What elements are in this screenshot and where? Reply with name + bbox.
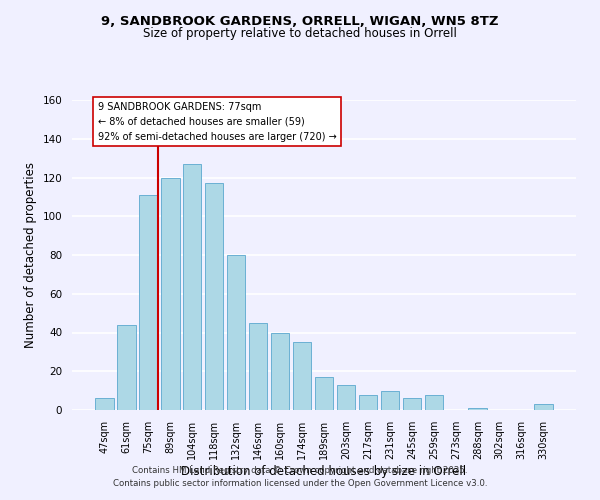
Bar xyxy=(95,398,113,410)
Bar xyxy=(161,178,179,410)
Bar xyxy=(249,323,268,410)
Bar xyxy=(535,404,553,410)
Text: Contains HM Land Registry data © Crown copyright and database right 2025.: Contains HM Land Registry data © Crown c… xyxy=(132,466,468,475)
Bar xyxy=(425,394,443,410)
Bar xyxy=(314,377,334,410)
Text: 9, SANDBROOK GARDENS, ORRELL, WIGAN, WN5 8TZ: 9, SANDBROOK GARDENS, ORRELL, WIGAN, WN5… xyxy=(101,15,499,28)
Bar xyxy=(205,184,223,410)
Y-axis label: Number of detached properties: Number of detached properties xyxy=(24,162,37,348)
Bar xyxy=(469,408,487,410)
Bar xyxy=(380,390,399,410)
Text: Contains public sector information licensed under the Open Government Licence v3: Contains public sector information licen… xyxy=(113,478,487,488)
Bar xyxy=(117,325,136,410)
Bar xyxy=(271,332,289,410)
Text: 9 SANDBROOK GARDENS: 77sqm
← 8% of detached houses are smaller (59)
92% of semi-: 9 SANDBROOK GARDENS: 77sqm ← 8% of detac… xyxy=(98,102,337,142)
Bar xyxy=(139,195,158,410)
Bar xyxy=(337,385,355,410)
Bar xyxy=(227,255,245,410)
X-axis label: Distribution of detached houses by size in Orrell: Distribution of detached houses by size … xyxy=(181,464,467,477)
Bar xyxy=(183,164,202,410)
Bar xyxy=(293,342,311,410)
Bar xyxy=(403,398,421,410)
Bar xyxy=(359,394,377,410)
Text: Size of property relative to detached houses in Orrell: Size of property relative to detached ho… xyxy=(143,28,457,40)
